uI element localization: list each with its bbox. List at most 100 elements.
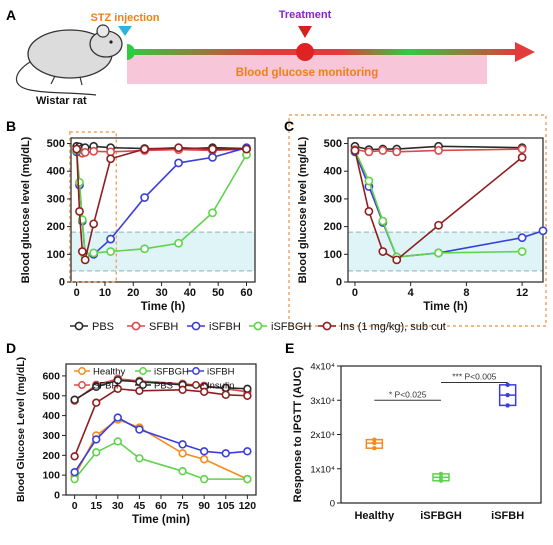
series-line-isfbgh xyxy=(75,150,248,257)
y-axis-label: Blood glucose level (mg/dL) xyxy=(20,136,32,283)
rat-eye xyxy=(109,40,113,44)
d-legend-marker-insulin xyxy=(192,381,200,389)
x-tick-label: 0 xyxy=(352,287,358,299)
x-axis-label: Time (h) xyxy=(141,301,186,313)
data-point-isfbgh xyxy=(517,247,527,256)
panel-b-chart: 0 100 200 300 400 500 0 10 20 30 40 50 60 Time (h) Blo… xyxy=(20,131,256,313)
data-point-ins-1-mg-kg-sub-cut xyxy=(364,206,374,216)
series-insulin xyxy=(70,384,252,461)
data-point-ins-1-mg-kg-sub-cut xyxy=(89,219,99,229)
x-tick-label: 10 xyxy=(99,287,111,299)
box-point-isfbgh xyxy=(438,478,444,483)
timeline-arrow-shaft xyxy=(127,49,517,55)
series-line-insulin xyxy=(73,387,248,457)
x-tick-label: 45 xyxy=(134,500,146,512)
y-tick-label: 400 xyxy=(42,410,60,422)
y-tick-label: 100 xyxy=(47,249,65,261)
significance-label: *** P<0.005 xyxy=(452,371,496,381)
data-point-sfbh xyxy=(434,146,443,155)
data-point-isfbgh xyxy=(106,247,116,256)
plot-frame xyxy=(347,137,544,283)
data-point-isfbh xyxy=(106,234,116,244)
data-point-isfbh xyxy=(174,158,183,168)
data-point-isfbh xyxy=(140,193,149,202)
x-tick-label: 40 xyxy=(184,287,196,299)
series-isfbgh xyxy=(72,146,251,261)
data-point-isfbh xyxy=(113,413,123,422)
x-axis-label: Time (h) xyxy=(423,301,468,313)
data-point-insulin xyxy=(243,391,252,400)
rat-icon xyxy=(15,24,123,96)
d-legend-label-insulin: Insulin xyxy=(207,381,234,392)
x-tick-label: 90 xyxy=(198,500,210,512)
data-point-ins-1-mg-kg-sub-cut xyxy=(208,144,217,154)
box-point-healthy xyxy=(372,437,377,442)
box-point-isfbh xyxy=(505,403,510,408)
data-point-pbs xyxy=(70,395,79,404)
y-tick-label: 500 xyxy=(42,390,60,402)
legend-marker-sfbh xyxy=(131,321,141,331)
y-tick-label: 200 xyxy=(324,221,342,233)
data-point-insulin xyxy=(113,384,123,394)
d-legend-marker-healthy xyxy=(78,367,86,375)
panel-d-legend: Healthy iSFBGH iSFBH SFBH PBS Insulin xyxy=(74,367,235,392)
box-isfbgh xyxy=(432,471,450,483)
data-point-isfbgh xyxy=(113,437,123,446)
rat-legs xyxy=(50,75,83,86)
y-tick-label: 100 xyxy=(324,249,342,261)
normoglycemia-band xyxy=(71,232,255,271)
data-point-isfbgh xyxy=(140,244,149,254)
stz-marker-icon xyxy=(118,26,132,36)
y-tick-label: 0 xyxy=(330,499,335,510)
y-tick-label: 0 xyxy=(336,277,342,289)
y-tick-label: 1x10⁴ xyxy=(310,464,335,475)
data-point-ins-1-mg-kg-sub-cut xyxy=(350,146,360,155)
zoom-region-box xyxy=(69,131,117,283)
series-line-ins-1-mg-kg-sub-cut xyxy=(354,150,523,261)
d-legend-label-pbs: PBS xyxy=(154,381,173,392)
legend-marker-isfbgh xyxy=(253,321,263,331)
box-point-healthy xyxy=(372,446,377,451)
data-point-insulin xyxy=(135,386,144,395)
panel-c-zoom-frame xyxy=(288,114,547,327)
plot-frame xyxy=(70,137,256,283)
data-point-insulin xyxy=(199,387,209,396)
x-tick-label-isfbh: iSFBH xyxy=(491,510,524,522)
data-point-ins-1-mg-kg-sub-cut xyxy=(72,144,82,154)
timeline-start-cap xyxy=(127,44,135,60)
legend-marker-isfbh xyxy=(191,321,201,331)
box-point-isfbgh xyxy=(438,475,444,480)
y-tick-label: 4x10⁴ xyxy=(310,362,335,373)
panel-c-chart: 0 100 200 300 400 500 0 4 8 12 Time (h) Blood gluco… xyxy=(297,136,548,313)
x-tick-label: 4 xyxy=(408,287,415,299)
data-point-isfbh xyxy=(243,447,252,456)
panel-letter-c: C xyxy=(284,118,294,134)
data-point-healthy xyxy=(178,449,187,458)
d-legend-marker-isfbh xyxy=(192,367,200,375)
monitoring-label: Blood glucose monitoring xyxy=(236,67,378,79)
data-point-isfbgh xyxy=(89,248,99,258)
data-point-ins-1-mg-kg-sub-cut xyxy=(517,152,527,162)
x-axis-label: Time (min) xyxy=(132,514,190,526)
x-tick-label: 0 xyxy=(74,287,80,299)
data-point-pbs xyxy=(92,382,101,392)
x-tick-label: 12 xyxy=(516,287,528,299)
series-line-isfbgh xyxy=(74,440,248,480)
series-isfbh xyxy=(70,413,252,477)
legend-marker-pbs xyxy=(74,321,84,331)
data-point-sfbh xyxy=(517,144,527,154)
x-tick-label: 120 xyxy=(239,500,257,512)
data-point-ins-1-mg-kg-sub-cut xyxy=(378,247,388,256)
data-point-ins-1-mg-kg-sub-cut xyxy=(242,144,251,154)
legend-row: PBS SFBH iSFBH iSFBGH Ins (1 mg/kg), sub cut xyxy=(70,321,446,333)
x-tick-label: 0 xyxy=(72,500,78,512)
data-point-sfbh xyxy=(378,146,388,155)
series-line-isfbgh xyxy=(354,150,523,258)
data-point-isfbgh xyxy=(70,474,79,484)
box-point-isfbh xyxy=(505,382,510,388)
data-point-pbs xyxy=(113,376,123,385)
data-point-isfbgh xyxy=(199,474,209,484)
x-tick-label: 30 xyxy=(112,500,124,512)
data-point-isfbh xyxy=(178,440,187,449)
